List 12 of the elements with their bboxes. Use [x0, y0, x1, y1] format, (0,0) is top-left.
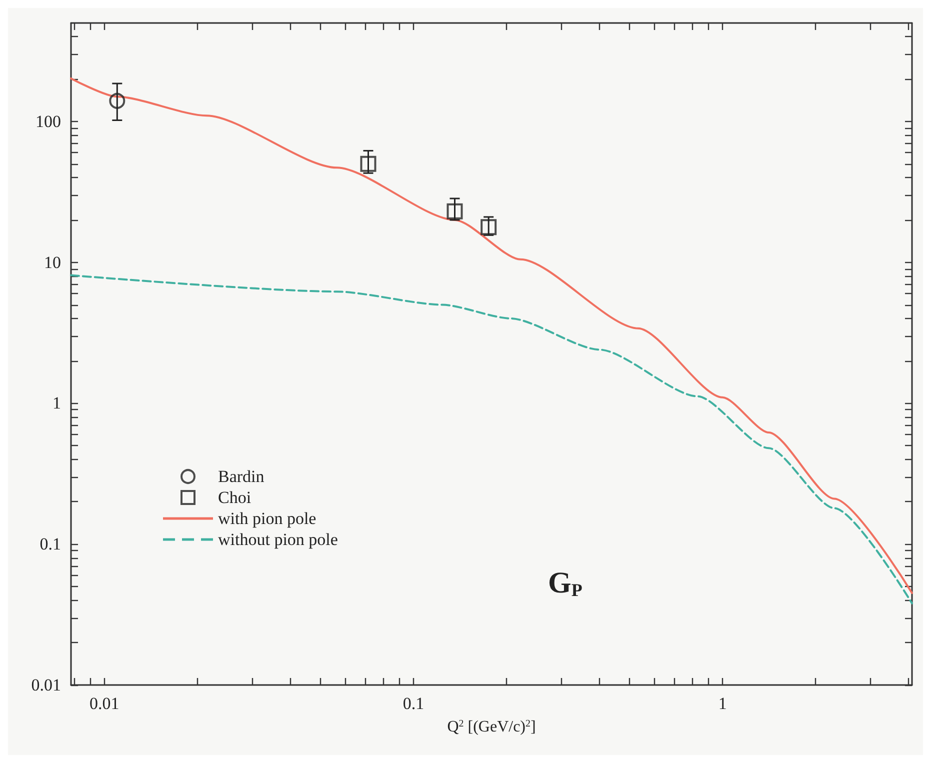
legend-label: Bardin — [218, 467, 265, 486]
y-tick-label: 100 — [36, 112, 61, 131]
y-tick-label: 0.1 — [40, 534, 61, 554]
y-tick-label: 0.01 — [31, 676, 61, 694]
y-tick-label: 10 — [44, 252, 61, 272]
legend-label: without pion pole — [218, 530, 338, 549]
x-tick-label: 0.1 — [402, 694, 424, 713]
y-tick-label: 1 — [52, 394, 61, 413]
x-tick-label: 1 — [718, 694, 727, 713]
legend-label: Choi — [218, 488, 252, 507]
legend-label: with pion pole — [218, 509, 316, 528]
x-tick-label: 0.01 — [89, 694, 120, 713]
